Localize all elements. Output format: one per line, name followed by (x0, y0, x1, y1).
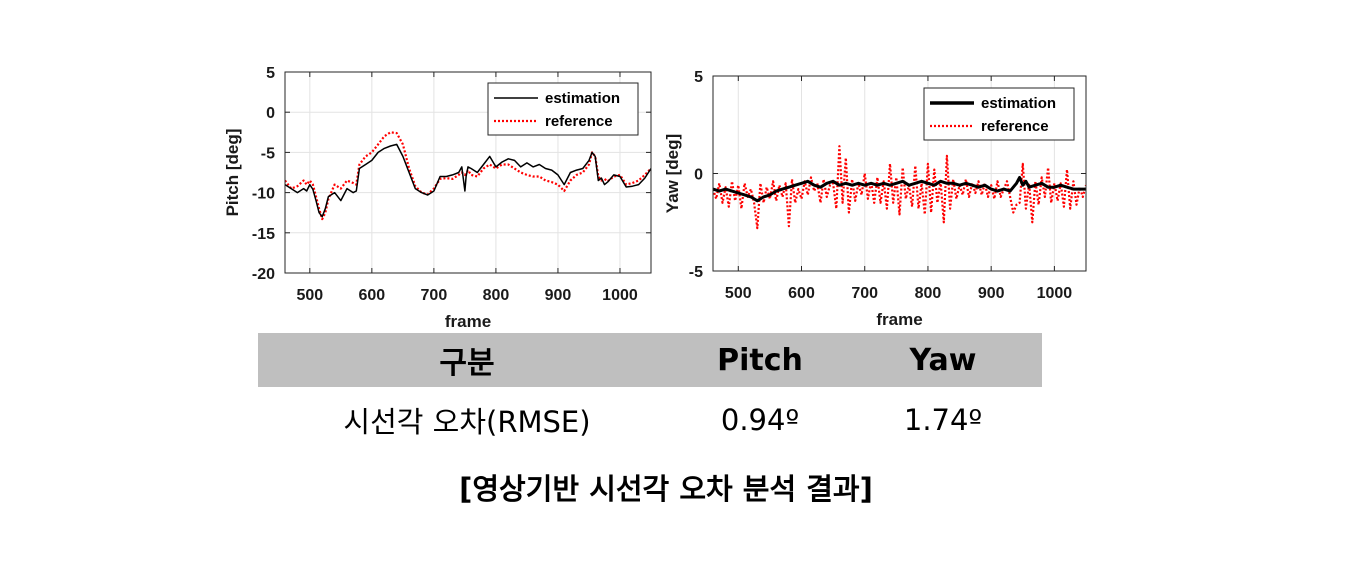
pitch-legend-box (487, 82, 639, 136)
pitch-legend-label-reference: reference (545, 113, 613, 130)
pitch-y-axis-label: Pitch [deg] (223, 129, 242, 217)
pitch-x-axis-label: frame (445, 312, 491, 331)
pitch-ytick-label: -5 (261, 145, 275, 162)
yaw-y-axis-label: Yaw [deg] (663, 134, 682, 213)
yaw-legend-box (923, 87, 1075, 141)
yaw-xtick-label: 600 (788, 285, 815, 302)
yaw-legend-label-estimation: estimation (981, 95, 1056, 112)
pitch-xtick-label: 600 (358, 287, 385, 304)
rmse-table: 구분 Pitch Yaw 시선각 오차(RMSE) 0.94º 1.74º (258, 333, 1042, 453)
pitch-chart: 500 600 700 800 900 1000 5 0 -5 -10 -15 -20 frame Pit… (223, 65, 652, 331)
pitch-ytick-label: -15 (252, 226, 275, 243)
table-header-row: 구분 Pitch Yaw (258, 333, 1042, 387)
yaw-xtick-label: 500 (725, 285, 752, 302)
yaw-series-reference (713, 145, 1086, 230)
header-category: 구분 (258, 333, 676, 387)
cell-pitch-value: 0.94º (720, 403, 800, 437)
pitch-axes-box (284, 71, 652, 274)
yaw-legend-label-reference: reference (981, 118, 1049, 135)
yaw-xtick-label: 1000 (1037, 285, 1073, 302)
pitch-xtick-label: 700 (421, 287, 448, 304)
table-row: 시선각 오차(RMSE) 0.94º 1.74º (258, 387, 1042, 453)
pitch-series-estimation (285, 143, 651, 218)
pitch-series-reference (285, 131, 651, 221)
yaw-ytick-label: 5 (694, 69, 703, 86)
cell-yaw-value: 1.74º (903, 403, 983, 437)
pitch-ytick-label: 5 (266, 65, 275, 82)
yaw-chart: 500 600 700 800 900 1000 5 0 -5 frame Yaw [deg] est… (663, 69, 1087, 329)
yaw-ytick-label: 0 (694, 167, 703, 184)
charts-figure: 500 600 700 800 900 1000 5 0 -5 -10 -15 -20 frame Pit… (223, 65, 1087, 331)
yaw-series-estimation (713, 175, 1086, 203)
pitch-ytick-label: 0 (266, 105, 275, 122)
pitch-ytick-label: -10 (252, 186, 275, 203)
yaw-xtick-label: 900 (978, 285, 1005, 302)
pitch-xtick-label: 500 (296, 287, 323, 304)
yaw-x-axis-label: frame (876, 310, 922, 329)
yaw-xtick-label: 800 (915, 285, 942, 302)
yaw-xtick-label: 700 (851, 285, 878, 302)
figure-caption: [영상기반 시선각 오차 분석 결과] (459, 472, 873, 506)
header-pitch: Pitch (676, 333, 844, 387)
header-yaw: Yaw (844, 333, 1042, 387)
pitch-legend-label-estimation: estimation (545, 90, 620, 107)
pitch-xtick-label: 1000 (602, 287, 638, 304)
pitch-xtick-label: 800 (483, 287, 510, 304)
pitch-ytick-label: -20 (252, 266, 275, 283)
pitch-xtick-label: 900 (545, 287, 572, 304)
yaw-ytick-label: -5 (689, 264, 703, 281)
cell-row-label: 시선각 오차(RMSE) (343, 405, 591, 439)
